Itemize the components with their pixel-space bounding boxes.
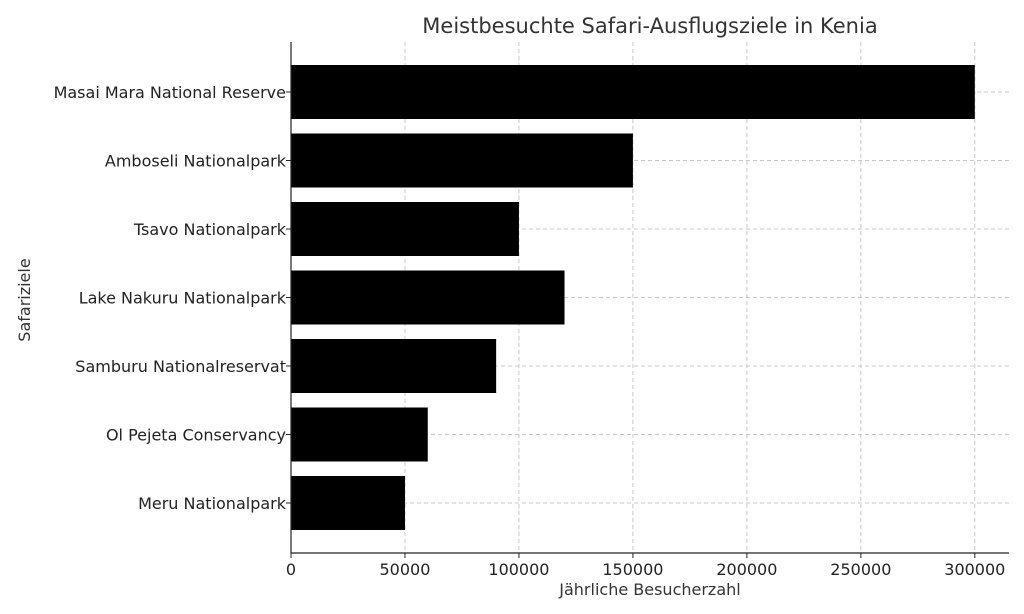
y-tick-label: Samburu Nationalreservat	[75, 357, 286, 376]
chart-title: Meistbesuchte Safari-Ausflugsziele in Ke…	[422, 14, 877, 38]
bar	[291, 407, 428, 462]
bar	[291, 65, 975, 119]
x-tick-label: 0	[286, 560, 296, 579]
y-tick-label: Meru Nationalpark	[138, 494, 287, 513]
ticks: 0 50000 100000 150000 200000 250000 300000 Masa…	[54, 83, 1006, 579]
y-tick-label: Ol Pejeta Conservancy	[106, 426, 286, 445]
bar	[291, 339, 497, 393]
x-tick-label: 100000	[488, 560, 549, 579]
x-tick-label: 250000	[830, 560, 891, 579]
x-tick-label: 150000	[602, 560, 663, 579]
y-axis-label: Safariziele	[15, 258, 34, 341]
x-tick-label: 200000	[716, 560, 777, 579]
x-tick-label: 300000	[944, 560, 1005, 579]
y-tick-label: Masai Mara National Reserve	[54, 83, 286, 102]
x-tick-label: 50000	[380, 560, 431, 579]
bars	[291, 65, 975, 530]
bar	[291, 133, 633, 188]
x-axis-label: Jährliche Besucherzahl	[558, 580, 740, 599]
y-tick-label: Amboseli Nationalpark	[105, 152, 287, 171]
bar	[291, 202, 519, 256]
bar	[291, 476, 405, 530]
y-tick-label: Lake Nakuru Nationalpark	[79, 289, 287, 308]
bar	[291, 270, 565, 325]
y-tick-label: Tsavo Nationalpark	[133, 220, 287, 239]
